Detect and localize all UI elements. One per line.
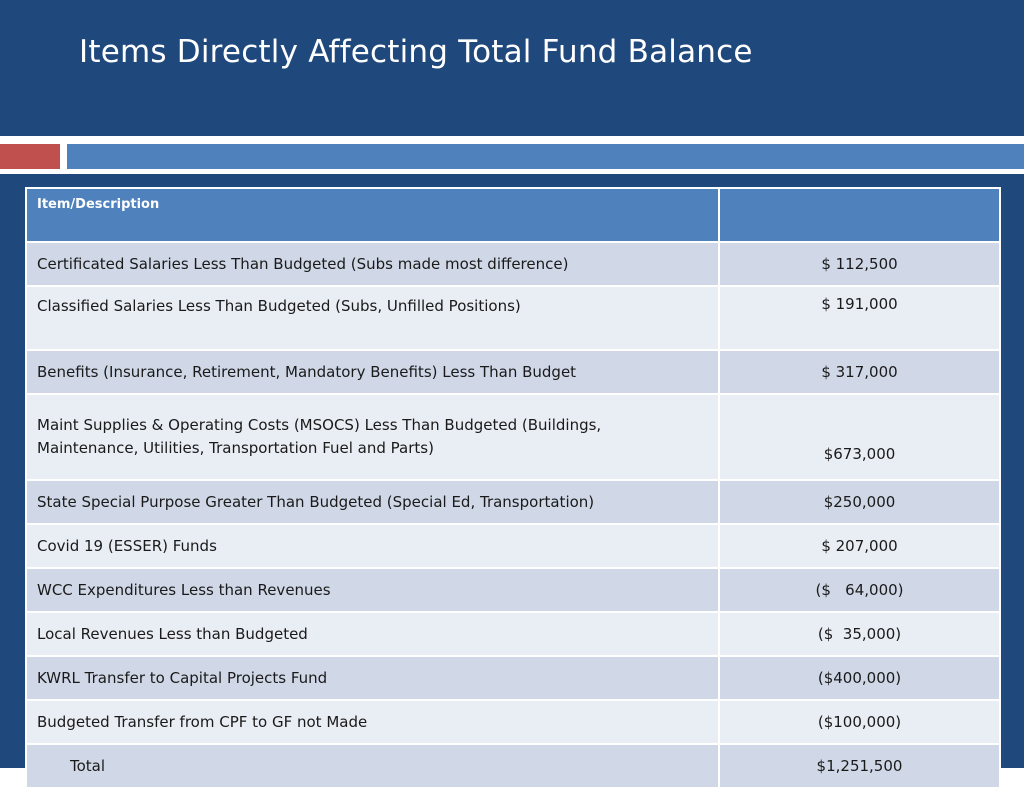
table-row: Classified Salaries Less Than Budgeted (… (25, 285, 1001, 351)
fund-balance-table-wrapper: Item/Description Certificated Salaries L… (25, 187, 1001, 789)
header-item-description: Item/Description (25, 187, 720, 243)
row-amount: $ 191,000 (718, 285, 1001, 351)
row-amount: ($ 64,000) (718, 567, 1001, 613)
row-amount: ($400,000) (718, 655, 1001, 701)
table-row: Budgeted Transfer from CPF to GF not Mad… (25, 699, 1001, 745)
row-description: State Special Purpose Greater Than Budge… (25, 479, 720, 525)
row-description: Local Revenues Less than Budgeted (25, 611, 720, 657)
table-row: KWRL Transfer to Capital Projects Fund (… (25, 655, 1001, 701)
total-amount: $1,251,500 (718, 743, 1001, 789)
row-description: Certificated Salaries Less Than Budgeted… (25, 241, 720, 287)
table-header-row: Item/Description (25, 187, 1001, 243)
row-amount: $ 112,500 (718, 241, 1001, 287)
row-amount: $ 317,000 (718, 349, 1001, 395)
header-amount (718, 187, 1001, 243)
accent-bar-blue (67, 144, 1024, 169)
row-description: Maint Supplies & Operating Costs (MSOCS)… (25, 393, 720, 481)
row-description: KWRL Transfer to Capital Projects Fund (25, 655, 720, 701)
row-description: WCC Expenditures Less than Revenues (25, 567, 720, 613)
table-row: State Special Purpose Greater Than Budge… (25, 479, 1001, 525)
row-amount: $673,000 (718, 393, 1001, 481)
table-row: Covid 19 (ESSER) Funds $ 207,000 (25, 523, 1001, 569)
row-description: Classified Salaries Less Than Budgeted (… (25, 285, 720, 351)
total-label: Total (25, 743, 720, 789)
row-amount: ($ 35,000) (718, 611, 1001, 657)
row-description: Covid 19 (ESSER) Funds (25, 523, 720, 569)
slide-title: Items Directly Affecting Total Fund Bala… (79, 34, 753, 70)
accent-bar-red (0, 144, 60, 169)
row-amount: $250,000 (718, 479, 1001, 525)
title-bar: Items Directly Affecting Total Fund Bala… (0, 0, 1024, 136)
row-amount: $ 207,000 (718, 523, 1001, 569)
table-row: Certificated Salaries Less Than Budgeted… (25, 241, 1001, 287)
fund-balance-table: Item/Description Certificated Salaries L… (25, 187, 1001, 789)
total-row: Total $1,251,500 (25, 743, 1001, 789)
row-description: Budgeted Transfer from CPF to GF not Mad… (25, 699, 720, 745)
row-description: Benefits (Insurance, Retirement, Mandato… (25, 349, 720, 395)
table-row: Maint Supplies & Operating Costs (MSOCS)… (25, 393, 1001, 481)
table-row: Local Revenues Less than Budgeted ($ 35,… (25, 611, 1001, 657)
row-amount: ($100,000) (718, 699, 1001, 745)
table-row: Benefits (Insurance, Retirement, Mandato… (25, 349, 1001, 395)
table-row: WCC Expenditures Less than Revenues ($ 6… (25, 567, 1001, 613)
